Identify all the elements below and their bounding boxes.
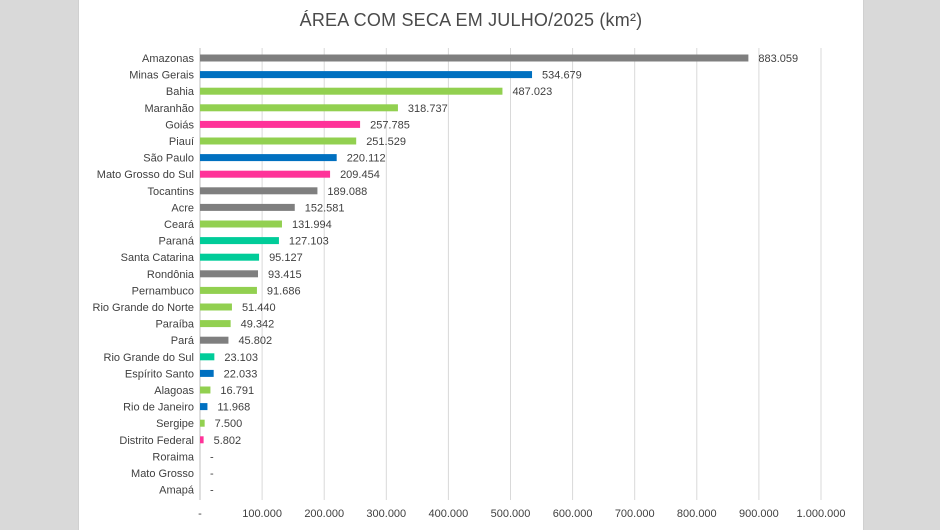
category-label: Paraíba — [155, 319, 194, 331]
bar — [200, 87, 503, 95]
bar — [200, 270, 259, 278]
x-tick-label: 300.000 — [366, 508, 406, 520]
bar — [200, 286, 257, 294]
bar — [200, 120, 361, 128]
category-label: Piauí — [169, 136, 194, 148]
label-layer: - 100.000 200.000 300.000 400.000 500.000 600.… — [93, 53, 846, 520]
value-label: - — [210, 468, 214, 480]
category-label: Mato Grosso — [131, 468, 194, 480]
value-label: 16.791 — [220, 385, 254, 397]
category-label: São Paulo — [143, 153, 194, 165]
category-label: Santa Catarina — [121, 252, 195, 264]
bar — [200, 54, 749, 62]
bar — [200, 137, 357, 145]
x-tick-label: 500.000 — [491, 508, 531, 520]
category-label: Bahia — [166, 86, 195, 98]
category-label: Mato Grosso do Sul — [97, 169, 194, 181]
category-label: Pará — [171, 335, 195, 347]
category-label: Rio Grande do Norte — [93, 302, 195, 314]
value-label: 487.023 — [512, 86, 552, 98]
bar — [200, 320, 231, 328]
bar — [200, 353, 215, 361]
chart-frame: ÁREA COM SECA EM JULHO/2025 (km²) - 100.0… — [78, 0, 864, 530]
bar — [200, 419, 205, 427]
x-tick-label: 700.000 — [615, 508, 655, 520]
category-label: Tocantins — [148, 186, 195, 198]
bar — [200, 71, 533, 79]
value-label: 209.454 — [340, 169, 380, 181]
value-label: 318.737 — [408, 103, 448, 115]
bar — [200, 104, 398, 112]
bar — [200, 369, 214, 377]
value-label: 93.415 — [268, 269, 302, 281]
value-label: 251.529 — [366, 136, 406, 148]
bar — [200, 303, 232, 311]
bar — [200, 220, 282, 228]
x-tick-label: 100.000 — [242, 508, 282, 520]
chart-plot: - 100.000 200.000 300.000 400.000 500.000 600.… — [93, 48, 846, 520]
value-label: 11.968 — [217, 402, 250, 414]
category-label: Ceará — [164, 219, 195, 231]
value-label: 127.103 — [289, 236, 329, 248]
category-label: Amapá — [159, 485, 195, 497]
category-label: Espírito Santo — [125, 368, 194, 380]
x-tick-label: 900.000 — [739, 508, 779, 520]
value-label: 51.440 — [242, 302, 276, 314]
value-label: 220.112 — [347, 153, 386, 165]
value-label: 7.500 — [215, 418, 243, 430]
bar — [200, 336, 229, 344]
x-tick-label: 600.000 — [553, 508, 593, 520]
category-label: Acre — [171, 202, 194, 214]
value-label: 5.802 — [214, 435, 242, 447]
bar — [200, 203, 295, 211]
x-tick-label: 800.000 — [677, 508, 717, 520]
value-label: 23.103 — [224, 352, 258, 364]
category-label: Goiás — [165, 119, 194, 131]
value-label: 49.342 — [241, 319, 275, 331]
category-label: Distrito Federal — [119, 435, 194, 447]
value-label: - — [210, 485, 214, 497]
bar — [200, 187, 318, 195]
value-label: 257.785 — [370, 119, 410, 131]
value-label: 45.802 — [238, 335, 272, 347]
bar — [200, 237, 279, 245]
category-label: Rio de Janeiro — [123, 402, 194, 414]
bar — [200, 403, 208, 411]
value-label: 189.088 — [327, 186, 367, 198]
category-label: Alagoas — [154, 385, 194, 397]
chart-title: ÁREA COM SECA EM JULHO/2025 (km²) — [299, 10, 643, 30]
category-label: Amazonas — [142, 53, 194, 65]
category-label: Rondônia — [147, 269, 195, 281]
category-label: Rio Grande do Sul — [104, 352, 195, 364]
category-label: Minas Gerais — [129, 70, 194, 82]
value-label: 131.994 — [292, 219, 332, 231]
category-label: Paraná — [159, 236, 195, 248]
x-tick-label: 200.000 — [304, 508, 344, 520]
category-label: Sergipe — [156, 418, 194, 430]
bar — [200, 436, 204, 444]
x-tick-label: 400.000 — [429, 508, 469, 520]
x-tick-label: 1.000.000 — [797, 508, 846, 520]
value-label: 22.033 — [224, 368, 258, 380]
bar — [200, 170, 331, 178]
value-label: 95.127 — [269, 252, 303, 264]
value-label: - — [210, 451, 214, 463]
category-label: Roraima — [152, 451, 194, 463]
category-label: Pernambuco — [132, 285, 194, 297]
x-tick-label: - — [198, 508, 202, 520]
bar — [200, 386, 211, 394]
value-label: 152.581 — [305, 202, 345, 214]
bar — [200, 253, 260, 261]
bar — [200, 154, 337, 162]
bar-layer — [200, 54, 749, 444]
value-label: 883.059 — [758, 53, 798, 65]
category-label: Maranhão — [144, 103, 194, 115]
value-label: 91.686 — [267, 285, 301, 297]
value-label: 534.679 — [542, 70, 582, 82]
